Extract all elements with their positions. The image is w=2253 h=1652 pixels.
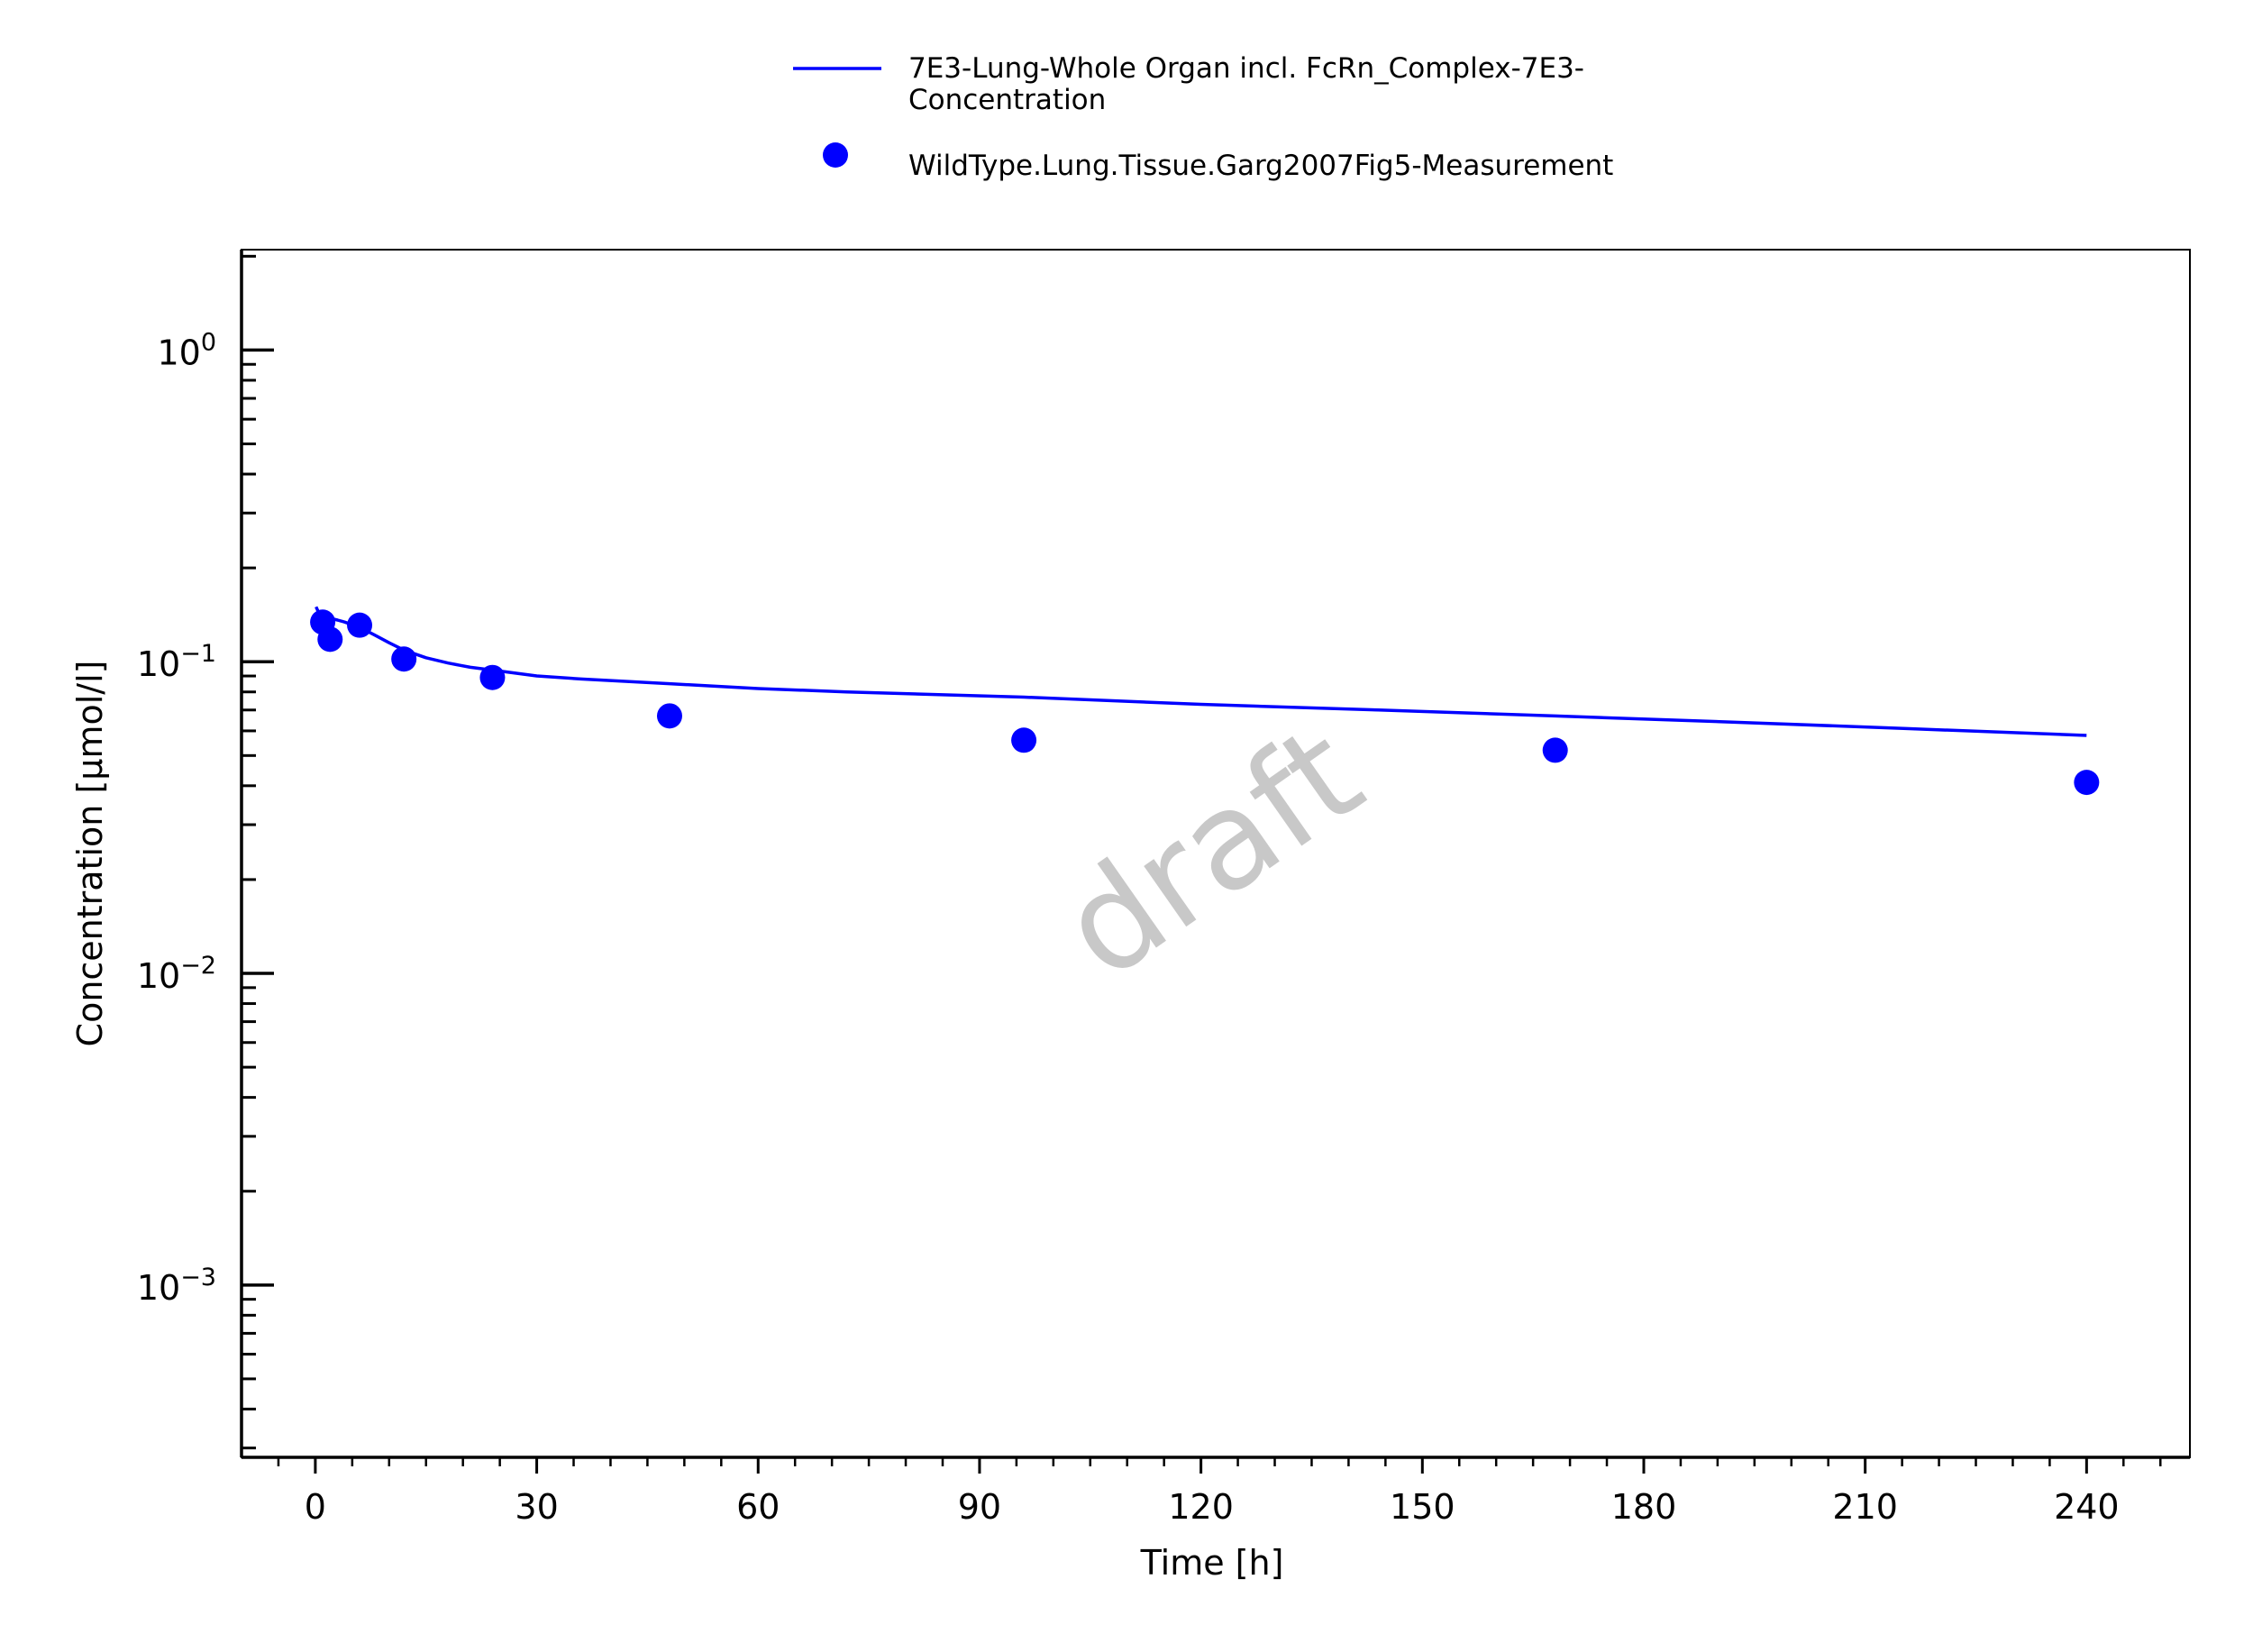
draft-watermark: draft [1035, 696, 1389, 1009]
legend: 7E3-Lung-Whole Organ incl. FcRn_Complex-… [793, 52, 1613, 182]
y-tick-label: 10−2 [137, 952, 216, 996]
x-tick-label: 60 [736, 1487, 780, 1527]
x-ticks: 0 30 60 90 120 150 180 210 240 [277, 1457, 2162, 1527]
y-ticks: 100 10−1 10−2 10−3 [137, 254, 274, 1450]
x-tick-label: 150 [1390, 1487, 1455, 1527]
x-tick-label: 210 [1832, 1487, 1898, 1527]
y-axis-title: Concentration [µmol/l] [70, 661, 110, 1047]
data-point-measurement [1542, 737, 1568, 763]
y-tick-label: 100 [157, 328, 216, 372]
x-tick-label: 30 [515, 1487, 558, 1527]
x-tick-label: 90 [958, 1487, 1001, 1527]
series-layer [310, 606, 2100, 796]
data-point-measurement [479, 664, 506, 690]
x-tick-label: 240 [2054, 1487, 2120, 1527]
legend-label-measurement: WildType.Lung.Tissue.Garg2007Fig5-Measur… [908, 150, 1613, 182]
x-tick-label: 120 [1168, 1487, 1234, 1527]
legend-marker-swatch [823, 142, 848, 168]
data-point-measurement [2074, 770, 2100, 796]
data-point-measurement [391, 646, 417, 672]
legend-label-line-1: 7E3-Lung-Whole Organ incl. FcRn_Complex-… [908, 52, 1584, 85]
x-axis-title: Time [h] [1140, 1543, 1284, 1583]
data-point-measurement [317, 626, 343, 653]
x-tick-label: 0 [305, 1487, 326, 1527]
data-point-measurement [656, 703, 682, 729]
legend-label-line-2: Concentration [908, 84, 1106, 116]
x-tick-label: 180 [1611, 1487, 1677, 1527]
data-point-measurement [347, 612, 373, 638]
y-tick-label: 10−3 [137, 1264, 216, 1308]
data-point-measurement [1011, 727, 1037, 753]
series-line-simulation [315, 606, 2087, 737]
y-tick-label: 10−1 [137, 640, 216, 684]
